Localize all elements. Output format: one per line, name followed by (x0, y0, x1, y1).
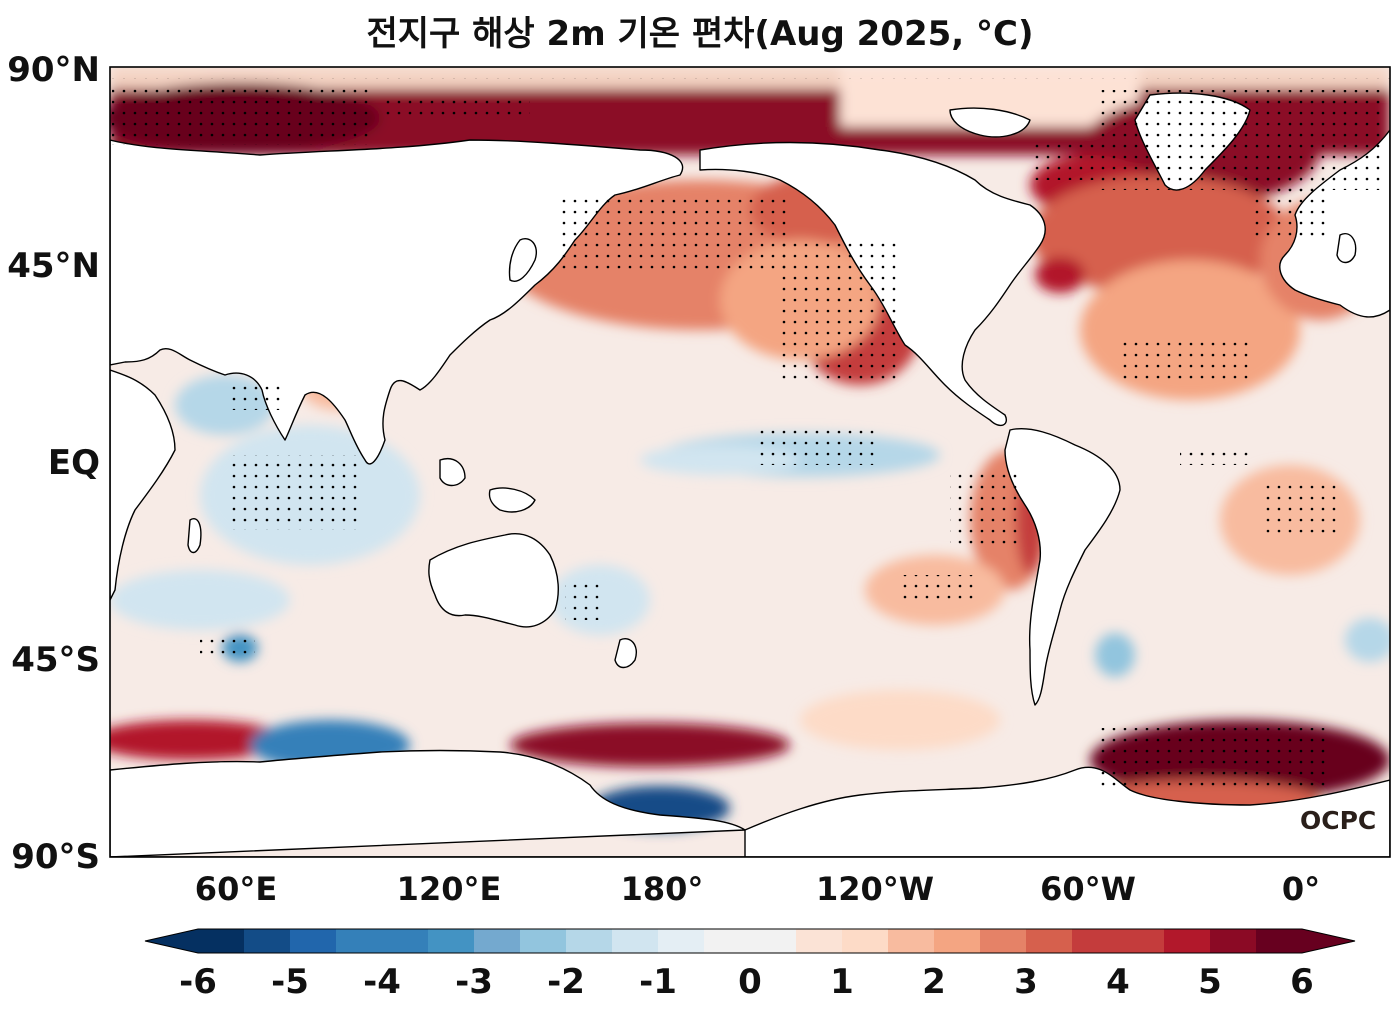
colorbar-tick-label: 2 (922, 962, 946, 1002)
colorbar-tick-label: -5 (271, 962, 309, 1002)
colorbar-bin (704, 929, 751, 953)
s-indian-cool-wide (110, 570, 290, 630)
land-borneo (439, 458, 466, 487)
lon-label-120w: 120°W (815, 870, 935, 908)
lat-label-45n: 45°N (7, 246, 100, 286)
colorbar-bin (658, 929, 705, 953)
colorbar-tick-label: 1 (830, 962, 854, 1002)
colorbar-bin (1072, 929, 1119, 953)
agulhas-cool (1345, 618, 1390, 662)
colorbar-tick-label: 6 (1290, 962, 1314, 1002)
colorbar-bin (888, 929, 935, 953)
map-title: 전지구 해상 2m 기온 편차(Aug 2025, °C) (366, 14, 1034, 54)
colorbar-bin (428, 929, 475, 953)
colorbar (144, 928, 1356, 954)
colorbar-bin (198, 929, 245, 953)
lon-label-0: 0° (1281, 870, 1321, 908)
colorbar-bin (934, 929, 981, 953)
colorbar-tick-label: 3 (1014, 962, 1038, 1002)
colorbar-extend-min (145, 929, 198, 953)
colorbar-bin (382, 929, 429, 953)
colorbar-bin (336, 929, 383, 953)
s-atlantic-cool (1095, 633, 1135, 677)
colorbar-tick-label: -6 (179, 962, 217, 1002)
land-new-zealand (614, 638, 637, 669)
colorbar-bin (1164, 929, 1211, 953)
colorbar-tick-label: 0 (738, 962, 762, 1002)
colorbar-tick-label: 5 (1198, 962, 1222, 1002)
so-warm-west (110, 720, 290, 760)
colorbar-tick-label: 4 (1106, 962, 1130, 1002)
colorbar-bin (566, 929, 613, 953)
land-africa-east (110, 369, 176, 601)
colorbar-bin (474, 929, 521, 953)
colorbar-tick-label: -1 (639, 962, 677, 1002)
colorbar-tick-label: -2 (547, 962, 585, 1002)
land-japan (508, 238, 537, 282)
so-warm-180 (510, 723, 790, 767)
colorbar-tick-label: -3 (455, 962, 493, 1002)
lat-label-90n: 90°N (7, 50, 100, 90)
lat-label-90s: 90°S (11, 837, 100, 877)
land-greenland-islands (949, 107, 1031, 138)
colorbar-extend-max (1302, 929, 1355, 953)
ocpc-logo: OCPC (1300, 806, 1377, 835)
colorbar-bin (750, 929, 797, 953)
colorbar-bin (980, 929, 1027, 953)
colorbar-bin (290, 929, 337, 953)
land-antarctica-east (110, 749, 746, 857)
colorbar-bin (520, 929, 567, 953)
land-eurasia-asia (110, 139, 684, 465)
lat-label-45s: 45°S (11, 640, 100, 680)
colorbar-bin (1026, 929, 1073, 953)
gulf-stream (1035, 257, 1085, 293)
land-uk (1336, 233, 1357, 264)
land-madagascar (187, 518, 202, 554)
colorbar-bin (842, 929, 889, 953)
colorbar-outline (144, 928, 1356, 954)
lon-label-60w: 60°W (1040, 870, 1136, 908)
colorbar-bin (1118, 929, 1165, 953)
land-south-america (1004, 428, 1121, 706)
land-new-guinea (488, 487, 536, 513)
lon-label-120e: 120°E (396, 870, 502, 908)
colorbar-bin (1256, 929, 1303, 953)
map-frame (109, 66, 1391, 858)
so-mid-light (800, 690, 1000, 750)
lon-label-180: 180° (620, 870, 704, 908)
land-australia (428, 533, 559, 628)
colorbar-tick-label: -4 (363, 962, 401, 1002)
lat-label-eq: EQ (47, 443, 100, 483)
colorbar-bin (796, 929, 843, 953)
lon-label-60e: 60°E (194, 870, 278, 908)
colorbar-bin (1210, 929, 1257, 953)
colorbar-bin (244, 929, 291, 953)
colorbar-bin (612, 929, 659, 953)
land-antarctica-west (110, 766, 1390, 857)
significance-stippling (112, 72, 1390, 788)
